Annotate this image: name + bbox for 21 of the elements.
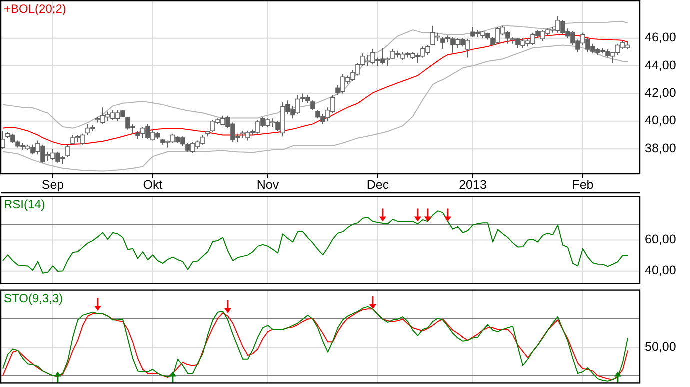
y-tick-label: 60,00 bbox=[645, 232, 676, 246]
y-tick-label: 44,00 bbox=[645, 58, 676, 72]
candlestick bbox=[66, 144, 70, 158]
y-tick-label: 46,00 bbox=[645, 30, 676, 45]
x-tick-label: Sep bbox=[42, 178, 64, 192]
x-tick-label: Dec bbox=[366, 178, 390, 192]
chart-title: RSI(14) bbox=[4, 198, 46, 212]
x-tick-label: Okt bbox=[143, 178, 164, 192]
candlestick bbox=[1, 130, 6, 150]
chart-title: +BOL(20;2) bbox=[4, 2, 66, 16]
candlestick bbox=[310, 100, 316, 111]
x-tick-label: 2013 bbox=[459, 178, 487, 192]
text: 50,00 bbox=[645, 340, 676, 354]
y-tick-label: 40,00 bbox=[645, 114, 676, 128]
x-tick-label: Nov bbox=[256, 178, 280, 192]
line-series bbox=[2, 21, 628, 129]
chart-title: STO(9,3,3) bbox=[4, 291, 64, 306]
y-tick-label: 40,00 bbox=[645, 264, 676, 278]
x-tick-label: Feb bbox=[572, 178, 594, 192]
y-tick-label: 42,00 bbox=[645, 86, 676, 100]
y-tick-label: 38,00 bbox=[645, 141, 676, 156]
